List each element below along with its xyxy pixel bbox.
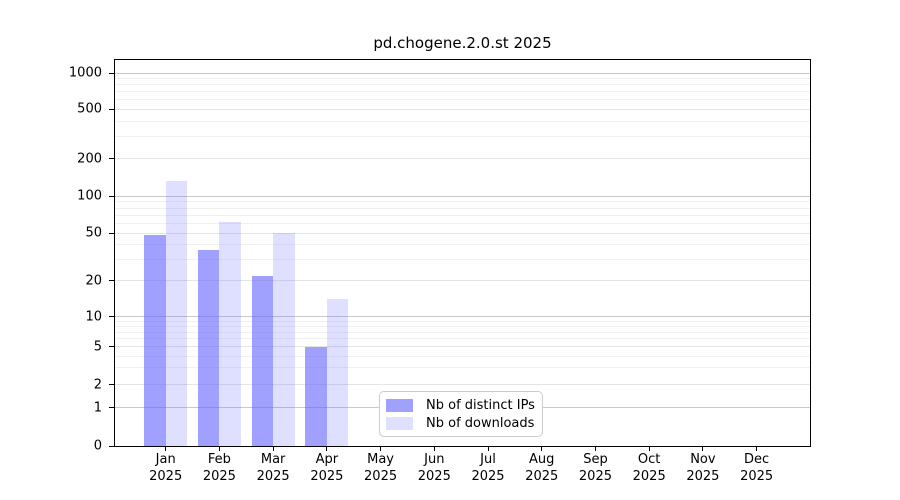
- y-tick-label-500: 500: [77, 101, 102, 117]
- x-tick-dec: [756, 446, 758, 451]
- x-tick-label-oct: Oct 2025: [632, 452, 666, 484]
- x-tick-jul: [487, 446, 489, 451]
- bar-nb-of-downloads-jan: [165, 180, 188, 446]
- x-tick-label-jun: Jun 2025: [417, 452, 451, 484]
- y-tick-50: [109, 232, 114, 234]
- x-tick-may: [380, 446, 382, 451]
- gridline-2: [115, 384, 810, 386]
- gridline-400: [115, 120, 810, 122]
- x-tick-label-jul: Jul 2025: [471, 452, 505, 484]
- gridline-1000: [115, 72, 810, 74]
- x-tick-label-may: May 2025: [364, 452, 398, 484]
- x-tick-label-aug: Aug 2025: [525, 452, 559, 484]
- y-tick-label-20: 20: [85, 273, 102, 289]
- x-tick-nov: [702, 446, 704, 451]
- bar-nb-of-distinct-ips-apr: [305, 346, 327, 446]
- gridline-700: [115, 91, 810, 93]
- gridline-7: [115, 331, 810, 333]
- y-tick-10: [109, 316, 114, 318]
- legend-item-distinct-ips: Nb of distinct IPs: [386, 396, 536, 414]
- legend-swatch-downloads: [386, 416, 413, 430]
- gridline-5: [115, 346, 810, 348]
- x-tick-oct: [648, 446, 650, 451]
- y-tick-label-1: 1: [93, 400, 102, 416]
- chart-title: pd.chogene.2.0.st 2025: [373, 34, 552, 52]
- legend: Nb of distinct IPs Nb of downloads: [379, 391, 543, 437]
- gridline-70: [115, 214, 810, 216]
- x-tick-aug: [541, 446, 543, 451]
- gridline-60: [115, 222, 810, 224]
- gridline-40: [115, 244, 810, 246]
- x-tick-sep: [594, 446, 596, 451]
- bar-nb-of-downloads-apr: [326, 299, 349, 446]
- x-tick-jan: [165, 446, 167, 451]
- x-tick-label-mar: Mar 2025: [256, 452, 290, 484]
- x-tick-label-feb: Feb 2025: [202, 452, 236, 484]
- x-tick-jun: [433, 446, 435, 451]
- y-tick-label-50: 50: [85, 225, 102, 241]
- x-tick-feb: [218, 446, 220, 451]
- y-tick-label-100: 100: [77, 188, 102, 204]
- gridline-30: [115, 259, 810, 261]
- y-tick-100: [109, 195, 114, 197]
- y-tick-label-2: 2: [93, 377, 102, 393]
- y-tick-label-1000: 1000: [68, 65, 102, 81]
- plot-area: Nb of distinct IPs Nb of downloads: [114, 59, 811, 447]
- gridline-3: [115, 367, 810, 369]
- y-tick-500: [109, 108, 114, 110]
- y-tick-200: [109, 158, 114, 160]
- x-tick-label-dec: Dec 2025: [740, 452, 774, 484]
- legend-swatch-distinct-ips: [386, 398, 413, 412]
- gridline-100: [115, 195, 810, 197]
- y-tick-label-10: 10: [85, 309, 102, 325]
- legend-item-downloads: Nb of downloads: [386, 414, 536, 432]
- gridline-6: [115, 338, 810, 340]
- bar-nb-of-distinct-ips-mar: [251, 275, 274, 446]
- y-tick-label-5: 5: [93, 339, 102, 355]
- gridline-20: [115, 280, 810, 282]
- gridline-800: [115, 84, 810, 86]
- gridline-900: [115, 78, 810, 80]
- legend-label-distinct-ips: Nb of distinct IPs: [426, 397, 535, 413]
- gridline-4: [115, 355, 810, 357]
- bar-nb-of-distinct-ips-feb: [197, 250, 220, 446]
- y-tick-2: [109, 384, 114, 386]
- y-tick-20: [109, 280, 114, 282]
- y-tick-1000: [109, 72, 114, 74]
- gridline-90: [115, 201, 810, 203]
- x-tick-label-sep: Sep 2025: [578, 452, 612, 484]
- bar-nb-of-downloads-mar: [273, 233, 295, 446]
- x-tick-mar: [272, 446, 274, 451]
- gridline-9: [115, 320, 810, 322]
- x-tick-apr: [326, 446, 328, 451]
- gridline-300: [115, 136, 810, 138]
- y-tick-label-0: 0: [93, 438, 102, 454]
- bar-nb-of-downloads-feb: [219, 221, 241, 446]
- y-tick-1: [109, 407, 114, 409]
- y-tick-5: [109, 346, 114, 348]
- gridline-80: [115, 207, 810, 209]
- gridline-200: [115, 158, 810, 160]
- x-tick-label-jan: Jan 2025: [149, 452, 183, 484]
- gridline-10: [115, 316, 810, 318]
- x-tick-label-apr: Apr 2025: [310, 452, 344, 484]
- gridline-8: [115, 325, 810, 327]
- x-tick-label-nov: Nov 2025: [686, 452, 720, 484]
- legend-label-downloads: Nb of downloads: [426, 415, 535, 431]
- y-tick-label-200: 200: [77, 151, 102, 167]
- y-tick-0: [109, 445, 114, 447]
- gridline-500: [115, 108, 810, 110]
- bar-nb-of-distinct-ips-jan: [144, 235, 166, 446]
- gridline-600: [115, 99, 810, 101]
- gridline-50: [115, 232, 810, 234]
